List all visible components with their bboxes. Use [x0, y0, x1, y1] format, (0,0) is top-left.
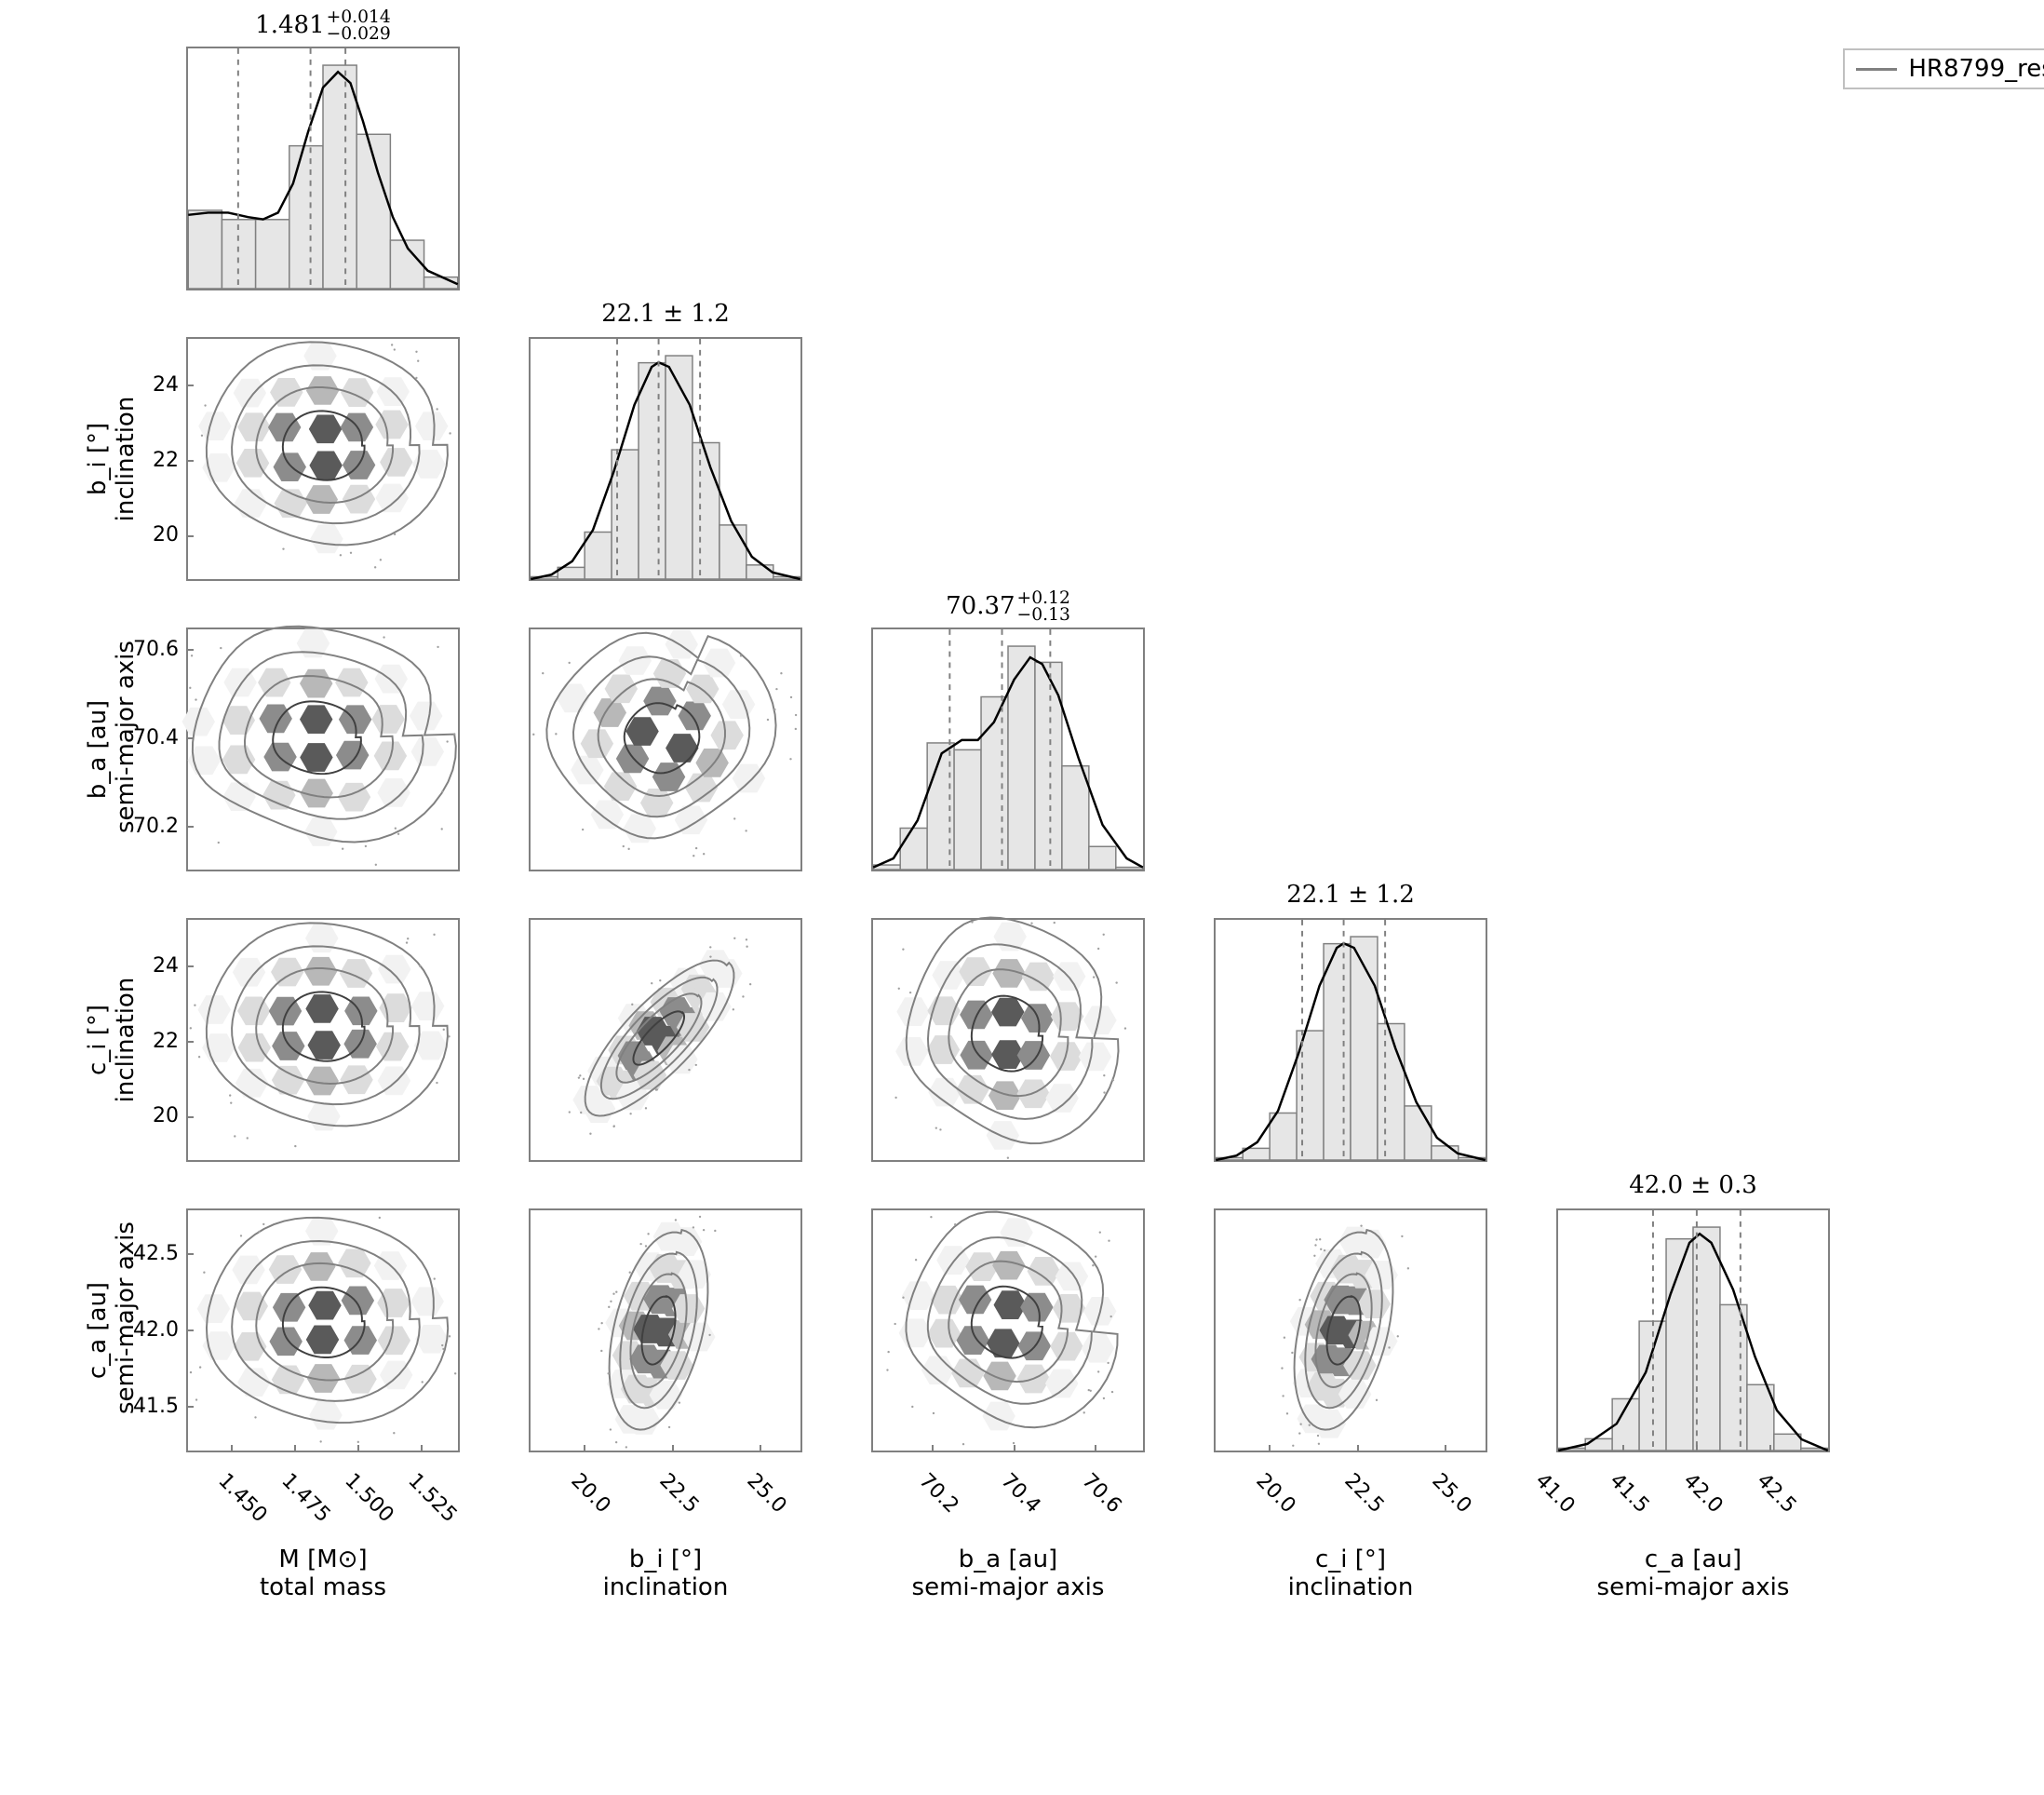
xtick-c_i-0: 20.0 [1252, 1469, 1300, 1518]
xtick-c_a-2: 42.5 [1753, 1469, 1801, 1518]
ylabel-b_i: b_i [°] inclination [84, 375, 140, 543]
xtick-c_a-1: 42.0 [1678, 1469, 1727, 1518]
xlabel-c_a: c_a [au] semi-major axis [1556, 1545, 1830, 1601]
xtick-M-0: 1.450 [213, 1469, 271, 1527]
diag-panel-c_a [1556, 1208, 1830, 1452]
pair-panel-c_a-b_a [871, 1208, 1145, 1452]
diag-title-M: 1.481+0.014−0.029 [186, 9, 460, 43]
ylabel-c_a: c_a [au] semi-major axis [84, 1247, 140, 1414]
diag-panel-M [186, 47, 460, 290]
ytick-b_a-1: 70.4 [133, 726, 179, 749]
xlabel-b_a: b_a [au] semi-major axis [871, 1545, 1145, 1601]
ytick-b_a-0: 70.2 [133, 815, 179, 838]
pair-panel-b_a-M [186, 628, 460, 871]
pair-panel-c_i-b_i [529, 918, 802, 1162]
diag-title-c_a: 42.0 ± 0.3 [1556, 1171, 1830, 1199]
ytick-b_i-1: 22 [153, 449, 179, 472]
pair-panel-c_a-c_i [1214, 1208, 1487, 1452]
xtick-M-1: 1.475 [276, 1469, 334, 1527]
legend: HR8799_res_co [1843, 48, 2044, 89]
diag-title-b_a: 70.37+0.12−0.13 [871, 590, 1145, 624]
diag-panel-b_i [529, 337, 802, 581]
xtick-b_i-0: 20.0 [567, 1469, 615, 1518]
xtick-c_i-2: 25.0 [1427, 1469, 1475, 1518]
xlabel-c_i: c_i [°] inclination [1214, 1545, 1487, 1601]
ytick-c_i-0: 20 [153, 1104, 179, 1127]
pair-panel-c_a-b_i [529, 1208, 802, 1452]
pair-panel-b_i-M [186, 337, 460, 581]
xtick-c_i-1: 22.5 [1339, 1469, 1388, 1518]
legend-label: HR8799_res_co [1908, 55, 2044, 83]
xtick-M-2: 1.500 [340, 1469, 397, 1527]
xtick-M-3: 1.525 [403, 1469, 461, 1527]
ytick-b_i-0: 20 [153, 523, 179, 547]
xtick-c_a-0: 41.5 [1605, 1469, 1653, 1518]
pair-panel-c_i-M [186, 918, 460, 1162]
ytick-c_i-1: 22 [153, 1030, 179, 1053]
corner-plot-figure: HR8799_res_co 1.481+0.014−0.029 22.1 ± 1.… [0, 0, 2044, 1795]
xlabel-b_i: b_i [°] inclination [529, 1545, 802, 1601]
xtick-b_i-2: 25.0 [742, 1469, 790, 1518]
diag-panel-b_a [871, 628, 1145, 871]
ytick-b_i-2: 24 [153, 373, 179, 397]
xtick-b_a-2: 70.6 [1078, 1469, 1126, 1518]
pair-panel-c_a-M [186, 1208, 460, 1452]
diag-title-b_i: 22.1 ± 1.2 [529, 300, 802, 328]
diag-panel-c_i [1214, 918, 1487, 1162]
ytick-b_a-2: 70.6 [133, 638, 179, 661]
diag-title-c_i: 22.1 ± 1.2 [1214, 881, 1487, 909]
ylabel-c_i: c_i [°] inclination [84, 956, 140, 1124]
xlabel-M: M [M⊙] total mass [186, 1545, 460, 1601]
ytick-c_a-1: 42.0 [133, 1318, 179, 1342]
pair-panel-c_i-b_a [871, 918, 1145, 1162]
ytick-c_a-2: 42.5 [133, 1242, 179, 1265]
legend-line-icon [1856, 68, 1897, 71]
pair-panel-b_a-b_i [529, 628, 802, 871]
ytick-c_i-2: 24 [153, 954, 179, 978]
ylabel-b_a: b_a [au] semi-major axis [84, 666, 140, 833]
xtick-b_i-1: 22.5 [654, 1469, 703, 1518]
xtick-b_a-0: 70.2 [914, 1469, 962, 1518]
xtick-c_a-extra: 41.0 [1530, 1469, 1579, 1518]
ytick-c_a-0: 41.5 [133, 1395, 179, 1418]
xtick-b_a-1: 70.4 [996, 1469, 1044, 1518]
